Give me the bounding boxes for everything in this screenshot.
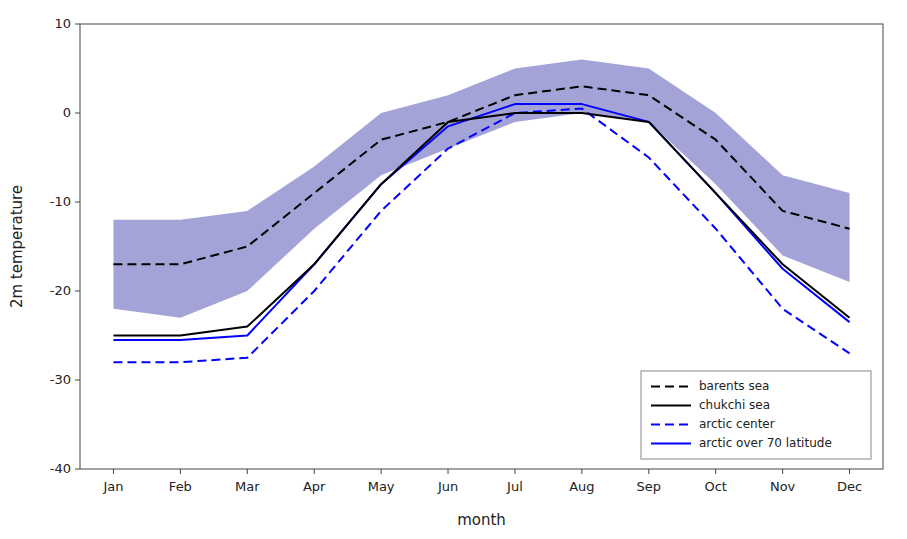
plot-frame	[80, 24, 883, 469]
y-tick	[75, 291, 80, 292]
x-tick	[648, 469, 649, 474]
series-line	[113, 104, 849, 340]
x-tick	[314, 469, 315, 474]
series-line	[113, 109, 849, 363]
y-tick-label: -10	[50, 194, 71, 209]
series-line	[113, 86, 849, 264]
legend-label: arctic over 70 latitude	[699, 436, 832, 450]
y-tick	[75, 380, 80, 381]
legend: barents sea chukchi sea arctic center arcti…	[641, 371, 871, 459]
legend-label: arctic center	[699, 417, 775, 431]
legend-swatch	[651, 405, 691, 407]
x-tick	[849, 469, 850, 474]
y-tick-label: -30	[50, 372, 71, 387]
y-tick-label: 0	[63, 105, 71, 120]
x-tick-label: Jan	[102, 479, 123, 494]
std-band	[113, 60, 849, 318]
series-line	[113, 113, 849, 336]
y-tick	[75, 469, 80, 470]
y-tick-label: 10	[54, 16, 71, 31]
y-axis-label: 2m temperature	[8, 185, 26, 308]
x-tick	[448, 469, 449, 474]
x-tick	[581, 469, 582, 474]
x-tick-label: May	[368, 479, 395, 494]
x-tick	[247, 469, 248, 474]
x-tick-label: Jul	[506, 479, 523, 494]
legend-swatch	[651, 424, 691, 426]
x-tick	[782, 469, 783, 474]
y-tick	[75, 202, 80, 203]
chart-container: -40 -30 -20 -10 0 10 Jan Feb Mar Apr May Jun Jul Aug S…	[0, 0, 907, 539]
y-tick	[75, 113, 80, 114]
x-tick	[381, 469, 382, 474]
x-tick-label: Apr	[303, 479, 326, 494]
x-tick	[180, 469, 181, 474]
x-tick-label: Sep	[637, 479, 662, 494]
legend-swatch	[651, 386, 691, 388]
legend-label: chukchi sea	[699, 398, 770, 412]
x-tick-label: Dec	[837, 479, 862, 494]
legend-box	[641, 371, 871, 459]
legend-swatch	[651, 443, 691, 445]
x-tick-label: Aug	[569, 479, 594, 494]
y-tick	[75, 24, 80, 25]
x-tick-label: Nov	[770, 479, 796, 494]
x-tick-label: Mar	[235, 479, 260, 494]
y-tick-label: -40	[50, 461, 71, 476]
y-tick-label: -20	[50, 283, 71, 298]
x-tick	[514, 469, 515, 474]
legend-label: barents sea	[699, 379, 769, 393]
x-tick	[113, 469, 114, 474]
chart: -40 -30 -20 -10 0 10 Jan Feb Mar Apr May Jun Jul Aug S…	[0, 0, 907, 539]
x-tick	[715, 469, 716, 474]
x-axis-label: month	[457, 511, 506, 529]
x-tick-label: Jun	[437, 479, 458, 494]
x-tick-label: Oct	[704, 479, 726, 494]
x-tick-label: Feb	[169, 479, 192, 494]
plot-area	[113, 60, 849, 363]
